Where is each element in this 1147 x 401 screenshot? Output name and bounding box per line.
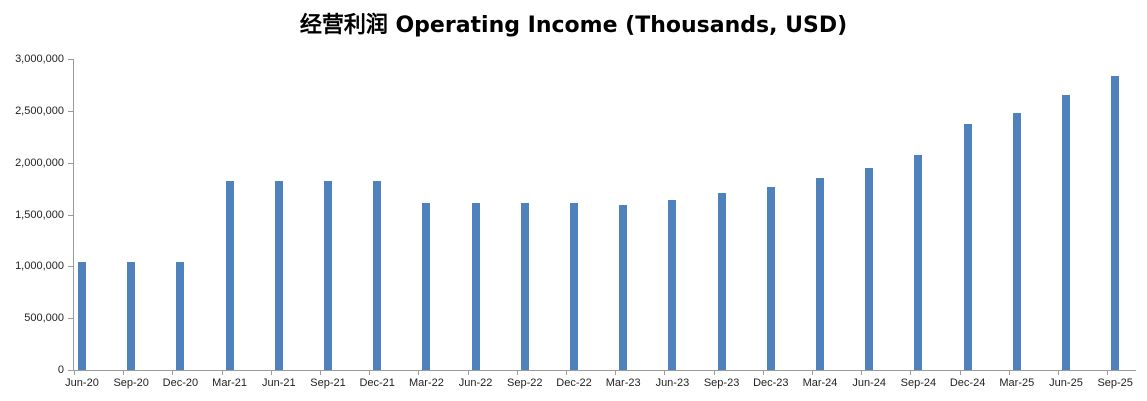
bar: [78, 262, 86, 370]
y-tick: [68, 214, 74, 216]
bar: [1062, 95, 1070, 370]
y-tick: [68, 59, 74, 60]
x-axis-label: Dec-20: [162, 377, 199, 389]
x-tick: [369, 371, 371, 375]
x-tick: [123, 371, 125, 375]
y-axis-label: 2,500,000: [15, 104, 64, 117]
y-tick: [68, 318, 74, 320]
x-axis-label: Jun-20: [65, 377, 99, 389]
x-axis-label: Sep-21: [310, 377, 346, 389]
x-tick: [812, 371, 813, 375]
y-axis-label: 3,000,000: [15, 53, 64, 65]
x-tick: [172, 371, 174, 375]
bar: [914, 155, 923, 370]
x-tick: [713, 371, 715, 375]
bar: [766, 186, 775, 370]
y-tick: [68, 162, 74, 164]
x-tick: [74, 371, 75, 375]
x-tick: [861, 371, 863, 375]
bar: [127, 262, 136, 370]
x-axis-label: Jun-22: [458, 377, 493, 389]
x-tick: [221, 371, 223, 375]
y-axis-label: 2,000,000: [15, 156, 64, 169]
bar: [324, 181, 332, 370]
x-axis-label: Mar-25: [999, 377, 1035, 389]
x-tick: [959, 371, 961, 375]
x-axis-label: Dec-23: [753, 377, 789, 389]
bar: [619, 205, 628, 370]
x-axis-label: Jun-21: [261, 377, 296, 389]
y-axis-label: 500,000: [24, 312, 64, 325]
x-tick: [615, 371, 617, 375]
bar: [274, 181, 283, 370]
x-axis-label: Sep-24: [900, 377, 937, 389]
x-tick: [1058, 371, 1059, 375]
bar: [963, 124, 972, 370]
x-tick: [664, 371, 666, 375]
x-tick: [566, 371, 567, 375]
bar: [865, 167, 874, 370]
x-axis-label: Dec-24: [949, 377, 986, 389]
bar: [1012, 112, 1021, 370]
x-axis-label: Mar-22: [408, 377, 444, 389]
x-axis-label: Sep-22: [507, 377, 543, 389]
x-tick: [467, 371, 469, 375]
bar: [520, 203, 529, 370]
chart-title: 经营利润 Operating Income (Thousands, USD): [299, 13, 848, 38]
y-axis-label: 1,500,000: [15, 208, 64, 221]
y-axis-label: 1,000,000: [15, 260, 64, 273]
x-axis-line: [73, 370, 1136, 371]
x-axis-label: Sep-25: [1097, 377, 1133, 389]
x-axis-label: Jun-23: [655, 377, 690, 389]
x-axis-label: Jun-25: [1049, 377, 1083, 389]
x-axis-label: Jun-24: [852, 377, 886, 389]
bar: [1111, 75, 1120, 370]
x-tick: [762, 371, 764, 375]
x-tick: [1107, 371, 1109, 375]
x-tick: [516, 371, 518, 375]
bar: [176, 262, 185, 370]
x-axis-label: Dec-21: [359, 377, 395, 389]
x-axis-label: Mar-21: [212, 377, 248, 389]
x-tick: [270, 371, 272, 375]
y-axis-label: 0: [57, 364, 64, 376]
y-tick: [68, 266, 74, 268]
x-tick: [1008, 371, 1010, 375]
x-axis-label: Sep-20: [113, 377, 149, 389]
y-tick: [68, 370, 74, 371]
bar: [570, 203, 578, 370]
x-axis-label: Dec-22: [556, 377, 592, 389]
x-tick: [320, 371, 321, 375]
x-tick: [418, 371, 420, 375]
bar: [471, 203, 480, 370]
bar: [816, 178, 824, 370]
bar: [373, 181, 382, 370]
bar: [225, 181, 234, 370]
x-axis-label: Mar-24: [802, 377, 838, 389]
x-tick: [910, 371, 912, 375]
bar: [422, 203, 431, 370]
bar: [717, 192, 726, 370]
bar: [668, 199, 677, 370]
y-tick: [68, 110, 74, 112]
x-axis-label: Mar-23: [605, 377, 641, 389]
x-axis-label: Sep-23: [703, 377, 740, 389]
